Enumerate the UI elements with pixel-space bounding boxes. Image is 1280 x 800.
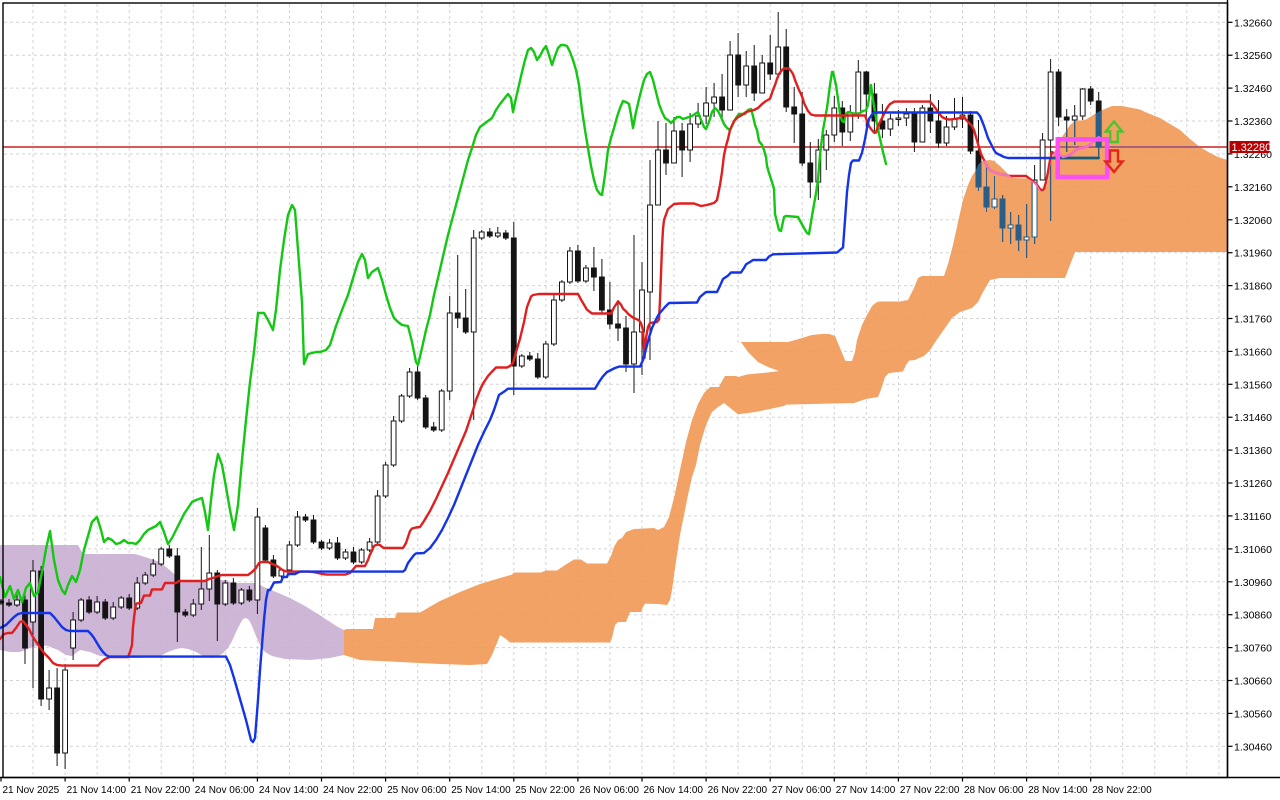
svg-text:1.32060: 1.32060 (1234, 215, 1272, 227)
svg-text:1.30760: 1.30760 (1234, 643, 1272, 655)
svg-text:1.31260: 1.31260 (1234, 478, 1272, 490)
svg-text:25 Nov 22:00: 25 Nov 22:00 (515, 785, 575, 796)
svg-text:27 Nov 22:00: 27 Nov 22:00 (900, 785, 960, 796)
svg-text:24 Nov 22:00: 24 Nov 22:00 (323, 785, 383, 796)
svg-text:1.31560: 1.31560 (1234, 379, 1272, 391)
svg-text:1.30560: 1.30560 (1234, 708, 1272, 720)
svg-text:26 Nov 06:00: 26 Nov 06:00 (579, 785, 639, 796)
svg-text:1.32360: 1.32360 (1234, 116, 1272, 128)
svg-text:1.31160: 1.31160 (1234, 511, 1271, 523)
svg-text:21 Nov 2025: 21 Nov 2025 (3, 785, 60, 796)
svg-text:1.32560: 1.32560 (1234, 50, 1272, 62)
svg-text:1.31060: 1.31060 (1234, 544, 1272, 556)
svg-text:1.31460: 1.31460 (1234, 412, 1272, 424)
svg-text:27 Nov 06:00: 27 Nov 06:00 (772, 785, 832, 796)
svg-text:1.31860: 1.31860 (1234, 281, 1272, 293)
svg-text:26 Nov 22:00: 26 Nov 22:00 (708, 785, 768, 796)
svg-text:1.32280: 1.32280 (1232, 142, 1272, 154)
svg-text:21 Nov 22:00: 21 Nov 22:00 (131, 785, 191, 796)
svg-text:24 Nov 06:00: 24 Nov 06:00 (195, 785, 255, 796)
svg-text:28 Nov 14:00: 28 Nov 14:00 (1028, 785, 1088, 796)
svg-text:1.30660: 1.30660 (1234, 676, 1272, 688)
svg-text:27 Nov 14:00: 27 Nov 14:00 (836, 785, 896, 796)
svg-text:1.31760: 1.31760 (1234, 314, 1272, 326)
svg-text:28 Nov 06:00: 28 Nov 06:00 (964, 785, 1024, 796)
svg-text:28 Nov 22:00: 28 Nov 22:00 (1092, 785, 1152, 796)
svg-text:1.31660: 1.31660 (1234, 346, 1272, 358)
svg-text:1.31360: 1.31360 (1234, 445, 1272, 457)
svg-text:1.32660: 1.32660 (1234, 17, 1272, 29)
svg-text:26 Nov 14:00: 26 Nov 14:00 (644, 785, 704, 796)
svg-text:1.30460: 1.30460 (1234, 741, 1272, 753)
svg-text:21 Nov 14:00: 21 Nov 14:00 (67, 785, 127, 796)
svg-text:1.32460: 1.32460 (1234, 83, 1272, 95)
svg-text:1.31960: 1.31960 (1234, 248, 1272, 260)
svg-text:1.32160: 1.32160 (1234, 182, 1272, 194)
svg-text:24 Nov 14:00: 24 Nov 14:00 (259, 785, 319, 796)
svg-text:25 Nov 06:00: 25 Nov 06:00 (387, 785, 447, 796)
svg-text:1.30960: 1.30960 (1234, 577, 1272, 589)
svg-text:1.30860: 1.30860 (1234, 610, 1272, 622)
svg-text:25 Nov 14:00: 25 Nov 14:00 (451, 785, 511, 796)
